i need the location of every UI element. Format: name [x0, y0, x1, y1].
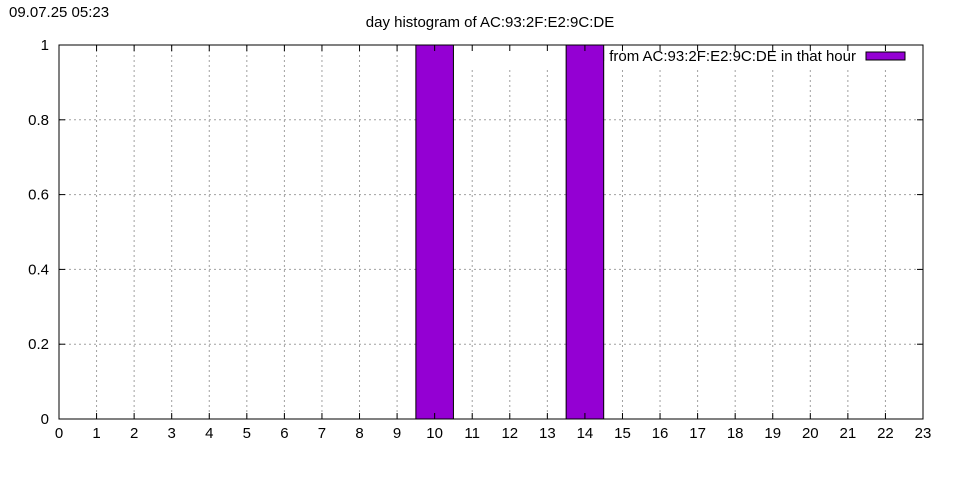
y-tick-label: 1 — [41, 37, 49, 54]
x-tick-label: 14 — [577, 425, 594, 442]
x-tick-label: 5 — [243, 425, 251, 442]
x-tick-label: 18 — [727, 425, 744, 442]
x-tick-label: 3 — [168, 425, 176, 442]
chart-title: day histogram of AC:93:2F:E2:9C:DE — [366, 14, 614, 31]
x-tick-label: 0 — [55, 425, 63, 442]
x-tick-label: 16 — [652, 425, 669, 442]
bar-hour-14 — [565, 44, 605, 420]
x-tick-label: 21 — [840, 425, 857, 442]
x-tick-label: 20 — [802, 425, 819, 442]
legend-swatch — [865, 51, 906, 61]
x-tick-label: 23 — [915, 425, 932, 442]
y-tick-label: 0.6 — [28, 187, 49, 204]
x-tick-label: 10 — [426, 425, 443, 442]
bar-hour-10 — [415, 44, 454, 420]
x-tick-label: 17 — [689, 425, 706, 442]
x-tick-label: 19 — [764, 425, 781, 442]
x-tick-label: 8 — [355, 425, 363, 442]
x-tick-label: 2 — [130, 425, 138, 442]
plot-frame — [58, 44, 924, 420]
x-tick-label: 13 — [539, 425, 556, 442]
y-tick-label: 0.8 — [28, 112, 49, 129]
grid-lines — [59, 45, 923, 419]
x-tick-label: 1 — [92, 425, 100, 442]
y-tick-label: 0.2 — [28, 336, 49, 353]
x-tick-label: 4 — [205, 425, 213, 442]
axis-ticks: 0 1 2 3 4 5 6 7 8 9 10 11 12 13 14 15 16 17 18 19 20 21 22 2300… — [28, 37, 931, 442]
x-tick-label: 11 — [464, 425, 480, 442]
legend: signal from AC:93:2F:E2:9C:DE in that ho… — [470, 46, 916, 67]
x-tick-label: 9 — [393, 425, 401, 442]
x-tick-label: 22 — [877, 425, 894, 442]
x-tick-label: 12 — [501, 425, 518, 442]
y-tick-label: 0.4 — [28, 261, 49, 278]
x-tick-label: 6 — [280, 425, 288, 442]
x-tick-label: 7 — [318, 425, 326, 442]
legend-label: signal from AC:93:2F:E2:9C:DE in that ho… — [566, 48, 856, 65]
timestamp: 09.07.25 05:23 — [9, 4, 110, 21]
x-tick-label: 15 — [614, 425, 631, 442]
y-tick-label: 0 — [41, 411, 49, 428]
